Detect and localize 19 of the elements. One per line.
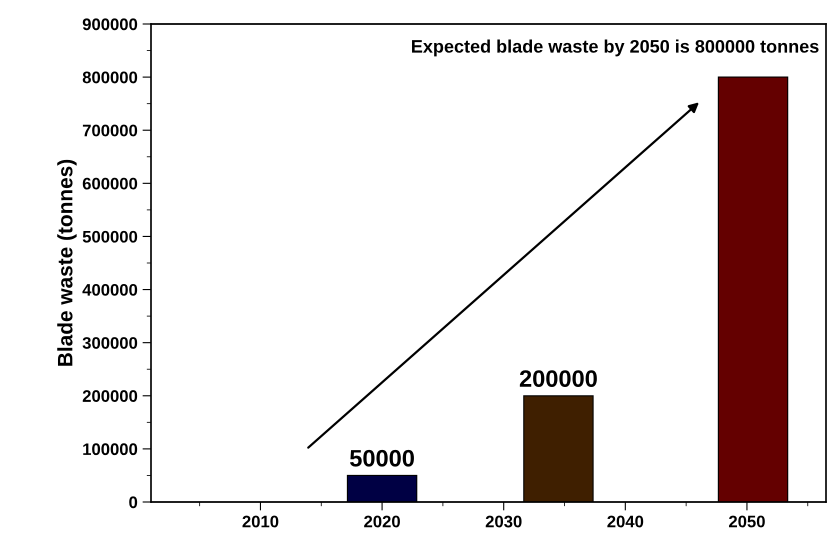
y-tick-label: 100000	[83, 443, 138, 456]
y-tick-label: 700000	[82, 124, 138, 136]
y-tick-label: 600000	[82, 178, 138, 190]
data-label: 200000	[520, 370, 597, 387]
y-tick-label: 400000	[82, 284, 138, 296]
x-tick-label: 2030	[486, 516, 522, 528]
x-tick-label: 2040	[607, 516, 644, 528]
data-label: 50000	[350, 450, 414, 467]
y-tick-label: 500000	[82, 230, 138, 243]
y-tick-label: 200000	[82, 390, 138, 402]
y-tick-label: 0	[129, 496, 138, 508]
y-axis-title: Blade waste (tonnes)	[57, 160, 77, 366]
y-tick-label: 300000	[82, 337, 138, 349]
annotation: Expected blade waste by 2050 is 800000 tonnes	[412, 39, 819, 56]
y-tick-label: 900000	[82, 18, 138, 30]
x-tick-label: 2050	[728, 516, 765, 528]
x-tick-label: 2020	[364, 516, 400, 528]
x-tick-label: 2010	[242, 516, 278, 528]
y-tick-label: 800000	[82, 72, 138, 84]
